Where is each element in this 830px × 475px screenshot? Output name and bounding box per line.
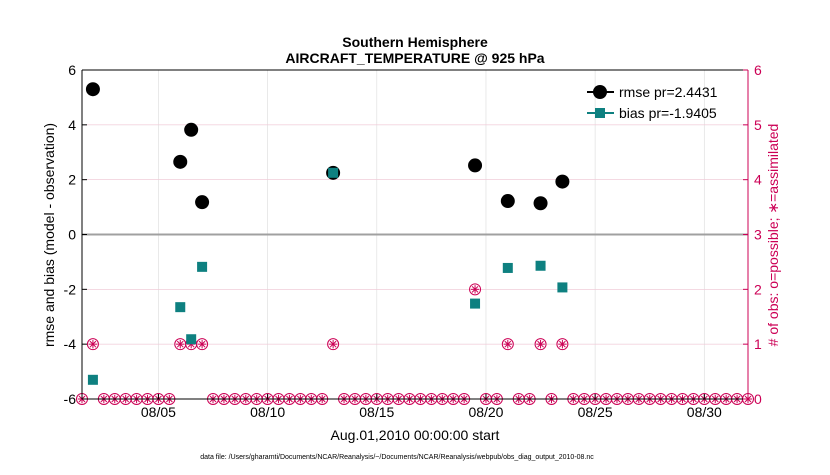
legend-rmse-marker — [593, 85, 607, 99]
y-right-tick-label: 1 — [754, 336, 762, 352]
obs-possible-marker — [196, 338, 209, 351]
bias-point — [175, 302, 186, 313]
x-tick-label: 08/20 — [468, 404, 503, 420]
asterisk-stroke — [559, 340, 566, 348]
axes-layer: 08/05 08/10 08/15 08/20 08/25 08/30 -6 -4 -2 0 2 4 6… — [64, 62, 762, 420]
obs-assimilated-marker — [176, 339, 185, 349]
legend-bias-label: bias pr=-1.9405 — [619, 105, 717, 121]
y-left-tick-label: -4 — [64, 336, 77, 352]
y-left-tick-label: 4 — [68, 117, 76, 133]
obs-possible-marker — [86, 338, 99, 351]
legend-bias-marker — [595, 108, 605, 118]
y-axis-label-right: # of obs: o=possible; ∗=assimilated — [765, 124, 781, 347]
obs-possible-marker — [534, 338, 547, 351]
x-tick-label: 08/10 — [250, 404, 285, 420]
rmse-point — [500, 194, 515, 209]
asterisk-stroke — [504, 340, 512, 348]
y-left-tick-label: -2 — [64, 281, 77, 297]
series-layer — [85, 82, 570, 385]
x-tick-label: 08/05 — [141, 404, 176, 420]
obs-assimilated-marker — [197, 339, 207, 349]
x-tick-label: 08/30 — [687, 404, 722, 420]
obs-assimilated-marker — [558, 339, 567, 349]
y-left-tick-label: 0 — [68, 227, 76, 243]
obs-assimilated-marker — [503, 339, 513, 349]
chart-subtitle: AIRCRAFT_TEMPERATURE @ 925 hPa — [285, 50, 544, 66]
obs-possible-marker — [469, 283, 482, 296]
y-right-tick-label: 0 — [754, 391, 762, 407]
bias-point — [87, 374, 98, 385]
bias-point — [197, 261, 208, 272]
y-left-tick-label: 6 — [68, 62, 76, 78]
chart-title: Southern Hemisphere — [342, 34, 488, 50]
bias-point — [557, 282, 568, 293]
bias-point — [470, 298, 481, 309]
obs-assimilated-marker — [328, 339, 338, 349]
legend-rmse-label: rmse pr=2.4431 — [619, 84, 718, 100]
x-tick-label: 08/25 — [578, 404, 613, 420]
data-file-footer: data file: /Users/gharamti/Documents/NCA… — [200, 454, 594, 461]
asterisk-stroke — [89, 340, 97, 348]
x-axis-label: Aug.01,2010 00:00:00 start — [331, 427, 500, 443]
bias-point — [502, 262, 513, 273]
y-right-tick-label: 4 — [754, 172, 762, 188]
rmse-point — [555, 174, 570, 189]
obs-assimilated-marker — [470, 285, 480, 294]
y-right-tick-label: 3 — [754, 227, 762, 243]
asterisk-stroke — [537, 340, 544, 348]
asterisk-stroke — [176, 340, 184, 348]
rmse-point — [468, 158, 483, 173]
x-tick-label: 08/15 — [359, 404, 394, 420]
y-right-tick-label: 6 — [754, 62, 762, 78]
rmse-point — [195, 195, 210, 210]
y-axis-label-left: rmse and bias (model - observation) — [41, 123, 57, 347]
rmse-point — [533, 196, 548, 211]
y-left-tick-label: -6 — [64, 391, 77, 407]
obs-assimilated-marker — [88, 339, 98, 349]
y-left-tick-label: 2 — [68, 172, 76, 188]
bias-point — [535, 260, 546, 271]
legend: rmse pr=2.4431 bias pr=-1.9405 — [587, 84, 718, 121]
obs-possible-marker — [327, 338, 340, 351]
asterisk-stroke — [329, 340, 337, 348]
asterisk-stroke — [198, 340, 206, 348]
rmse-point — [173, 154, 188, 169]
bias-point — [328, 167, 339, 178]
rmse-point — [85, 82, 100, 97]
obs-possible-marker — [556, 338, 569, 351]
obs-possible-marker — [501, 338, 514, 351]
y-right-tick-label: 2 — [754, 281, 762, 297]
y-right-tick-label: 5 — [754, 117, 762, 133]
bias-point — [186, 334, 197, 345]
obs-assimilated-marker — [536, 339, 545, 349]
rmse-point — [184, 122, 199, 137]
asterisk-stroke — [471, 285, 479, 293]
